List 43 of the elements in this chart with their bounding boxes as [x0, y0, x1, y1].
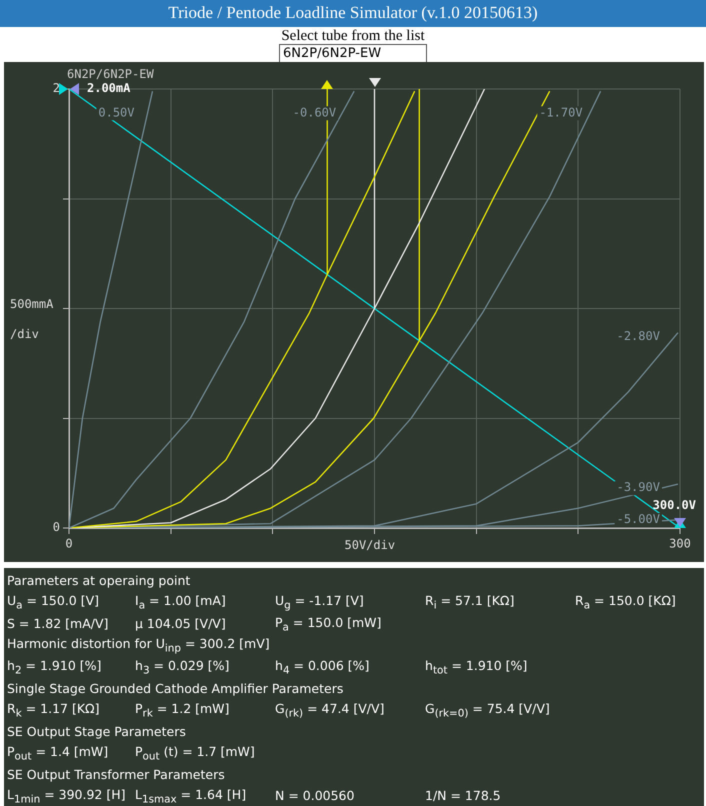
- text: Parameters at operaing point: [7, 573, 190, 588]
- text: N = 0.00560: [275, 788, 356, 804]
- series-label: -0.60V: [292, 105, 336, 120]
- series-label: -2.80V: [616, 328, 660, 343]
- text: Single Stage Grounded Cathode Amplifier Parameters: [7, 680, 344, 696]
- text: G$_{(rk)}$ = 47.4 [V/V]: [275, 700, 386, 719]
- text: P$_{a}$ = 150.0 [mW]: [275, 614, 382, 633]
- series-label: -1.70V: [539, 105, 583, 120]
- text: P$_{out}$ (t) = 1.7 [mW]: [135, 744, 256, 762]
- text: 500mmA /div: [10, 296, 54, 340]
- annotation: 2.00mA: [87, 81, 132, 96]
- annotation: 300.0V: [652, 498, 696, 512]
- text: P$_{rk}$ = 1.2 [mW]: [135, 700, 230, 719]
- text: I$_{a}$ = 1.00 [mA]: [135, 593, 227, 612]
- text: SE Output Stage Parameters: [7, 724, 186, 739]
- text: L$_{1smax}$ = 1.64 [H]: [135, 786, 248, 805]
- text: R$_{a}$ = 150.0 [KΩ]: [575, 593, 677, 612]
- text: P$_{out}$ = 1.4 [mW]: [7, 744, 110, 762]
- text: S = 1.82 [mA/V]: [7, 616, 110, 632]
- text: h$_{4}$ = 0.006 [%]: [275, 658, 370, 676]
- text: R$_{i}$ = 57.1 [KΩ]: [425, 593, 516, 612]
- x-axis-title: 50V/div: [344, 538, 396, 552]
- series-label: 0.50V: [98, 105, 135, 120]
- text: 6N2P/6N2P-EW: [279, 44, 427, 63]
- text: L$_{1min}$ = 390.92 [H]: [7, 786, 127, 805]
- series-label: -5.00V: [616, 512, 660, 526]
- text: Harmonic distortion for U$_{inp}$ = 300.2 [mV]: [7, 636, 270, 654]
- text: SE Output Transformer Parameters: [7, 766, 225, 782]
- text: G$_{(rk=0)}$ = 75.4 [V/V]: [425, 700, 551, 719]
- text: Select tube from the list: [280, 28, 426, 44]
- x-tick-label: 300: [669, 536, 691, 550]
- y-tick-label: 2: [52, 81, 60, 96]
- text: μ 104.05 [V/V]: [135, 616, 227, 632]
- text: R$_{k}$ = 1.17 [KΩ]: [7, 700, 100, 719]
- text: 1/N = 178.5: [425, 788, 502, 804]
- text: U$_{a}$ = 150.0 [V]: [7, 593, 100, 612]
- series-label: -3.90V: [616, 480, 660, 494]
- text: h$_{tot}$ = 1.910 [%]: [425, 658, 528, 676]
- text: h$_{3}$ = 0.029 [%]: [135, 658, 230, 676]
- text: h$_{2}$ = 1.910 [%]: [7, 658, 102, 676]
- text: 6N2P/6N2P-EW: [67, 67, 154, 81]
- text: U$_{g}$ = -1.17 [V]: [275, 593, 365, 612]
- chart-title: Triode / Pentode Loadline Simulator (v.1.0 20150613): [0, 0, 706, 27]
